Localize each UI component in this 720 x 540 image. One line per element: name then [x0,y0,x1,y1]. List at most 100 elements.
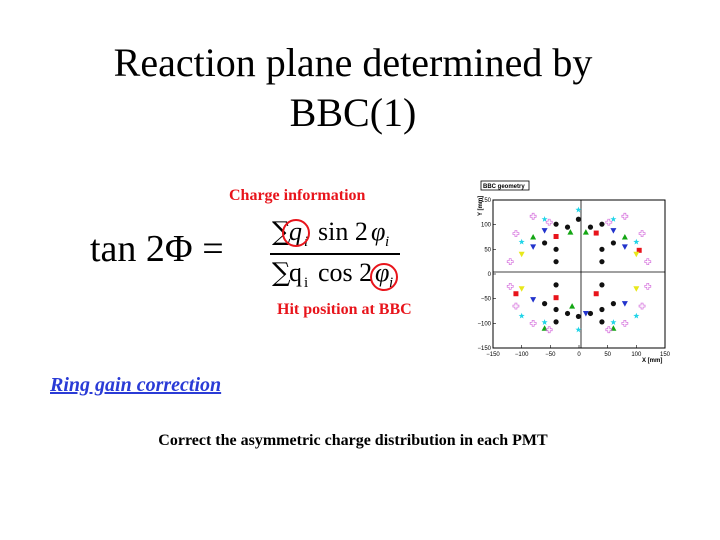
x-axis-label: X [mm] [642,358,662,364]
x-tick-label: 0 [577,352,581,358]
hit-position-label: Hit position at BBC [277,301,412,318]
bbc-pmt-marker-circle [564,224,571,230]
bbc-pmt-marker-open-cross [512,302,520,310]
bbc-pmt-marker-circle [599,246,605,252]
bbc-pmt-marker-circle [599,319,605,325]
y-tick-label: −100 [477,321,491,327]
denominator-q: q [289,258,302,287]
charge-information-label: Charge information [229,187,366,204]
bbc-pmt-marker-triangle-down [582,310,589,317]
bbc-pmt-marker-star [610,319,617,325]
ring-gain-correction-link[interactable]: Ring gain correction [50,374,222,396]
bbc-pmt-marker-star [575,326,582,333]
bbc-pmt-marker-open-cross [529,212,537,220]
bbc-pmt-marker-circle [610,301,616,307]
bbc-pmt-marker-circle [587,224,594,230]
denominator-cos: cos 2 [318,258,372,287]
bbc-pmt-marker-open-cross [621,212,629,220]
title-line-2: BBC(1) [289,90,417,135]
bbc-geometry-plot: BBC geometry Y [mm] X [mm] −150 −100 −50 0 5… [475,178,680,366]
bbc-pmt-marker-open-cross [638,302,646,310]
bbc-pmt-marker-circle [575,313,582,320]
bbc-pmt-marker-triangle-down [621,301,628,307]
bbc-pmt-marker-triangle-down [518,251,525,258]
bbc-pmt-marker-open-cross [644,258,652,266]
tick-labels: −150 −100 −50 0 50 100 150 150 100 50 0 −50 −100 −150 [477,198,670,358]
bbc-pmt-marker-star [575,206,582,213]
legend-text: BBC geometry [483,184,525,190]
bbc-pmt-marker-triangle-up [569,303,576,309]
plot-frame [492,199,666,349]
bbc-pmt-marker-circle [542,240,548,246]
bbc-pmt-marker-circle [575,216,582,222]
bbc-pmt-marker-triangle-down [530,244,537,250]
charge-highlight-circle [282,219,310,247]
bbc-pmt-marker-open-cross [529,319,537,327]
bbc-pmt-marker-open-cross [506,282,514,290]
formula-lhs: tan 2Φ = [90,228,224,270]
bbc-pmt-marker-star [518,238,525,245]
x-tick-label: 100 [631,352,642,358]
bbc-pmt-marker-circle [564,310,571,317]
bbc-pmt-marker-triangle-down [518,286,525,292]
title-line-1: Reaction plane determined by [113,40,593,85]
bbc-pmt-marker-open-cross [605,218,613,226]
numerator-sin: sin 2 [318,217,368,246]
bbc-pmt-marker-circle [542,301,548,307]
bbc-pmt-marker-star [518,312,525,319]
bbc-pmt-marker-open-cross [621,319,629,327]
y-tick-label: 0 [488,272,492,278]
bbc-pmt-marker-star [633,238,640,245]
denominator-phi-index: i [389,275,393,291]
bbc-pmt-marker-open-cross [545,218,553,226]
bbc-pmt-marker-circle [599,306,605,313]
numerator-q: q [289,217,302,246]
slide-title: Reaction plane determined by BBC(1) [0,38,706,138]
numerator-phi: φ [371,217,385,246]
y-tick-label: −50 [481,297,492,303]
bbc-pmt-marker-triangle-up [582,229,589,235]
denominator-sum: ∑ [272,258,291,288]
bbc-pmt-marker-triangle-down [633,251,640,258]
bbc-pmt-marker-triangle-up [567,229,574,235]
denominator-q-index: i [304,275,308,291]
bbc-pmt-marker-star [541,319,548,325]
bbc-pmt-marker-circle [599,221,605,227]
x-tick-label: −50 [545,352,556,358]
correction-description: Correct the asymmetric charge distributi… [158,432,548,449]
bbc-pmt-marker-circle [553,319,559,325]
bbc-pmt-marker-triangle-down [633,286,640,292]
denominator-phi: φ [375,258,389,287]
position-highlight-circle [370,263,398,291]
bbc-pmt-marker-star [541,216,548,222]
bbc-pmt-marker-star [633,312,640,319]
y-tick-label: −150 [477,346,491,352]
bbc-pmt-marker-open-cross [506,258,514,266]
reaction-plane-formula: tan 2Φ = ∑ q i sin 2 φ i ∑ q i cos 2 φ i [90,217,400,291]
bbc-pmt-marker-triangle-down [541,228,548,234]
y-tick-label: 50 [484,247,491,253]
bbc-pmt-marker-open-cross [605,326,613,334]
bbc-pmt-marker-open-cross [512,230,520,237]
bbc-pmt-marker-square [636,247,642,253]
x-tick-label: 50 [604,352,611,358]
bbc-pmt-marker-triangle-up [621,234,628,240]
x-tick-label: −100 [515,352,529,358]
bbc-pmt-marker-triangle-down [610,228,617,234]
bbc-pmt-marker-circle [553,221,559,227]
y-axis-label: Y [mm] [478,196,484,216]
bbc-pmt-marker-circle [599,259,605,265]
bbc-pmt-marker-star [610,216,617,222]
bbc-pmt-marker-triangle-down [621,244,628,250]
bbc-pmt-marker-circle [553,259,559,265]
bbc-pmt-marker-square [593,291,599,297]
bbc-pmt-marker-circle [599,282,605,288]
bbc-pmt-marker-triangle-up [530,234,537,240]
y-tick-label: 150 [481,198,492,204]
numerator-phi-index: i [385,234,389,250]
bbc-pmt-marker-circle [553,246,559,252]
bbc-pmt-marker-square [553,234,559,240]
y-tick-label: 100 [481,223,492,229]
bbc-pmt-marker-square [593,230,599,236]
legend-box [480,180,530,191]
